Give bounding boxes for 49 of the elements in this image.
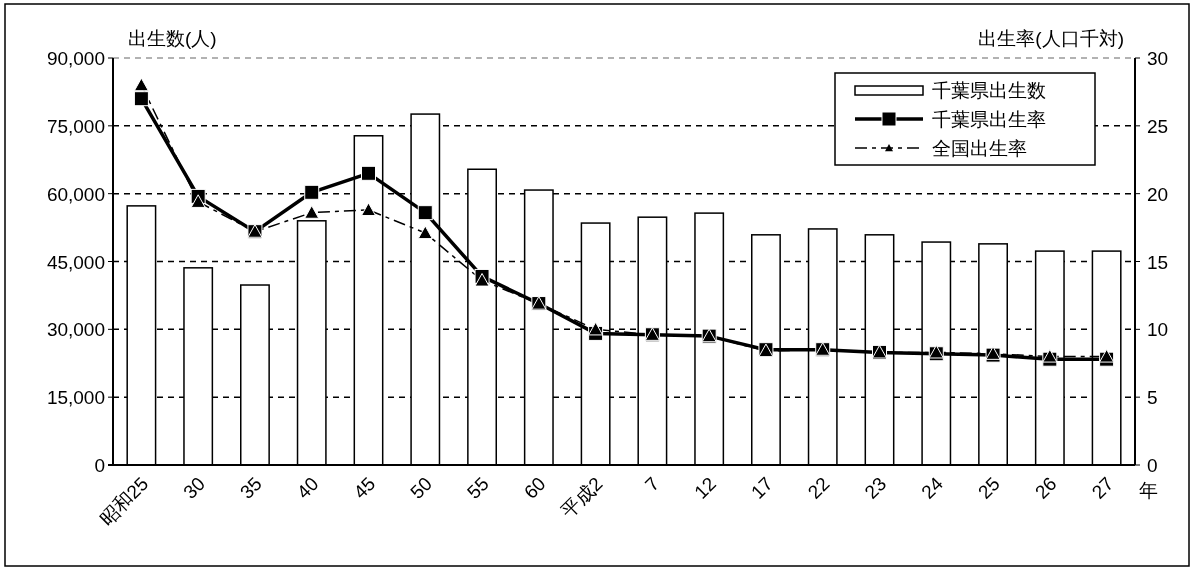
- x-tick-label: 35: [235, 472, 266, 503]
- point: [361, 165, 376, 181]
- x-tick-label: 7: [640, 472, 664, 496]
- y-tick-label: 15,000: [46, 387, 105, 409]
- point: [133, 77, 149, 92]
- y2-tick-label: 0: [1147, 455, 1158, 476]
- y2-tick-label: 5: [1147, 387, 1158, 409]
- point: [417, 225, 433, 240]
- y-tick-label: 30,000: [46, 319, 105, 341]
- x-tick-label: 12: [690, 472, 720, 503]
- x-tick-label: 40: [292, 472, 323, 503]
- y-tick-label: 75,000: [46, 115, 105, 137]
- x-axis-title: 年: [1139, 480, 1158, 501]
- point: [304, 184, 320, 200]
- y2-axis-title: 出生率(人口千対): [978, 28, 1124, 49]
- point: [1099, 348, 1115, 363]
- y-axis-title: 出生数(人): [128, 28, 217, 49]
- y2-tick-label: 15: [1147, 251, 1169, 273]
- x-tick-label: 55: [463, 472, 493, 503]
- point: [1042, 348, 1058, 363]
- x-tick-label: 45: [349, 472, 380, 503]
- x-tick-label: 26: [1030, 472, 1061, 503]
- legend-label: 全国出生率: [932, 138, 1027, 159]
- x-tick-label: 平成2: [557, 472, 607, 523]
- x-tick-label: 22: [803, 472, 834, 503]
- point: [417, 205, 433, 221]
- x-tick-label: 27: [1087, 472, 1118, 503]
- y-tick-label: 45,000: [46, 251, 105, 273]
- x-tick-label: 25: [974, 472, 1004, 503]
- x-tick-label: 50: [406, 472, 437, 503]
- y2-tick-label: 30: [1147, 48, 1169, 69]
- legend-label: 千葉県出生率: [932, 109, 1046, 130]
- x-tick-label: 24: [917, 472, 948, 503]
- y2-tick-label: 25: [1147, 115, 1169, 137]
- y-tick-label: 60,000: [46, 183, 105, 205]
- point: [304, 205, 320, 219]
- y2-tick-label: 10: [1147, 319, 1169, 341]
- y-tick-label: 90,000: [46, 48, 105, 69]
- point: [190, 194, 206, 208]
- y2-tick-label: 20: [1147, 183, 1169, 205]
- x-tick-label: 60: [519, 472, 550, 503]
- point: [474, 272, 490, 287]
- point: [588, 321, 604, 336]
- x-tick-label: 17: [746, 472, 777, 503]
- x-tick-label: 23: [860, 472, 891, 503]
- x-tick-label: 30: [179, 472, 209, 503]
- point: [361, 202, 376, 217]
- legend-label: 千葉県出生数: [932, 80, 1046, 101]
- point: [133, 91, 149, 107]
